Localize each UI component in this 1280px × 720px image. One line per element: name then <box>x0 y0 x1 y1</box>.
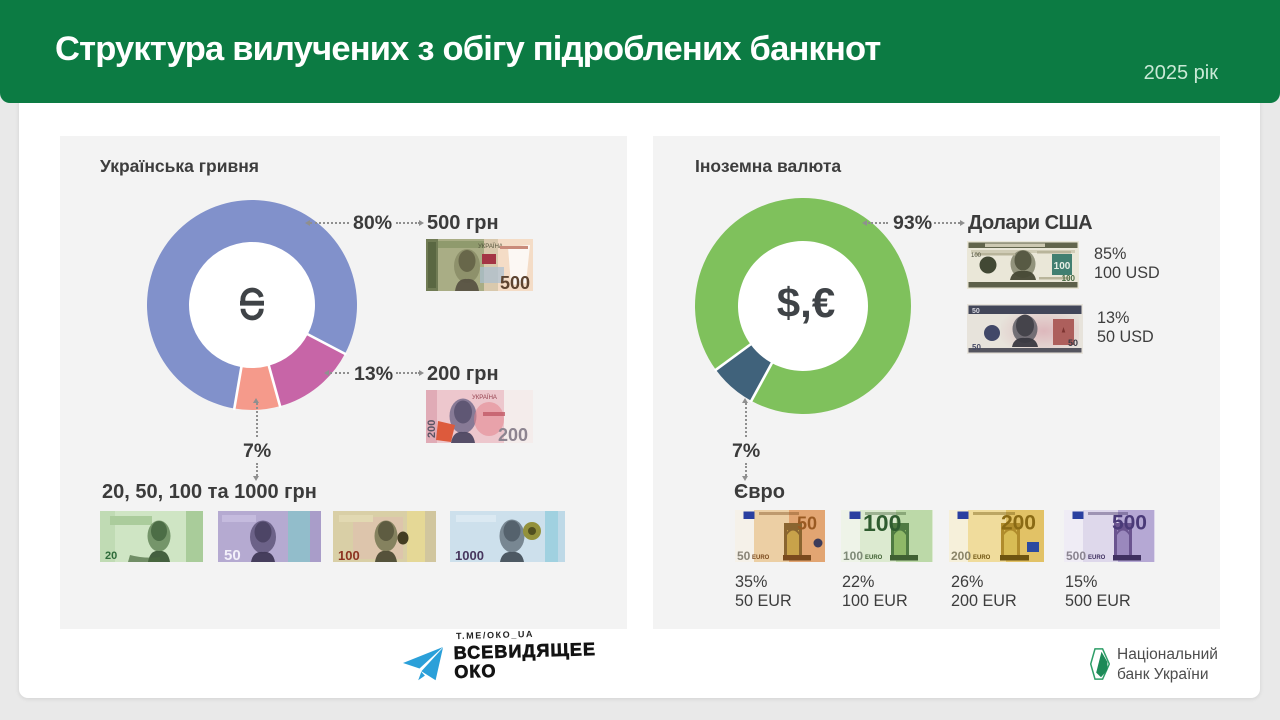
svg-text:EURO: EURO <box>1088 555 1106 561</box>
svg-text:500: 500 <box>1066 549 1086 562</box>
svg-text:50: 50 <box>972 343 981 352</box>
svg-text:50: 50 <box>972 308 980 315</box>
svg-text:20: 20 <box>105 550 117 562</box>
svg-text:50: 50 <box>1068 338 1078 348</box>
svg-text:УКРАЇНА: УКРАЇНА <box>472 394 497 401</box>
svg-text:100: 100 <box>843 549 863 562</box>
svg-text:200: 200 <box>951 549 971 562</box>
svg-text:50: 50 <box>797 514 817 534</box>
svg-text:500: 500 <box>500 273 530 291</box>
svg-text:EURO: EURO <box>865 555 883 561</box>
svg-text:100: 100 <box>863 510 901 536</box>
svg-text:100: 100 <box>1062 274 1076 283</box>
svg-text:1000: 1000 <box>455 548 484 562</box>
svg-text:100: 100 <box>1054 261 1071 272</box>
svg-text:100: 100 <box>338 548 360 562</box>
svg-text:EURO: EURO <box>752 555 770 561</box>
svg-text:50: 50 <box>224 547 241 562</box>
svg-text:50: 50 <box>737 549 751 562</box>
svg-text:УКРАЇНА: УКРАЇНА <box>478 243 503 250</box>
svg-text:500: 500 <box>1112 512 1147 535</box>
svg-text:200: 200 <box>498 425 528 443</box>
svg-text:200: 200 <box>1001 512 1036 535</box>
svg-text:EURO: EURO <box>973 555 991 561</box>
svg-text:100: 100 <box>971 253 982 259</box>
svg-text:200: 200 <box>426 420 438 438</box>
